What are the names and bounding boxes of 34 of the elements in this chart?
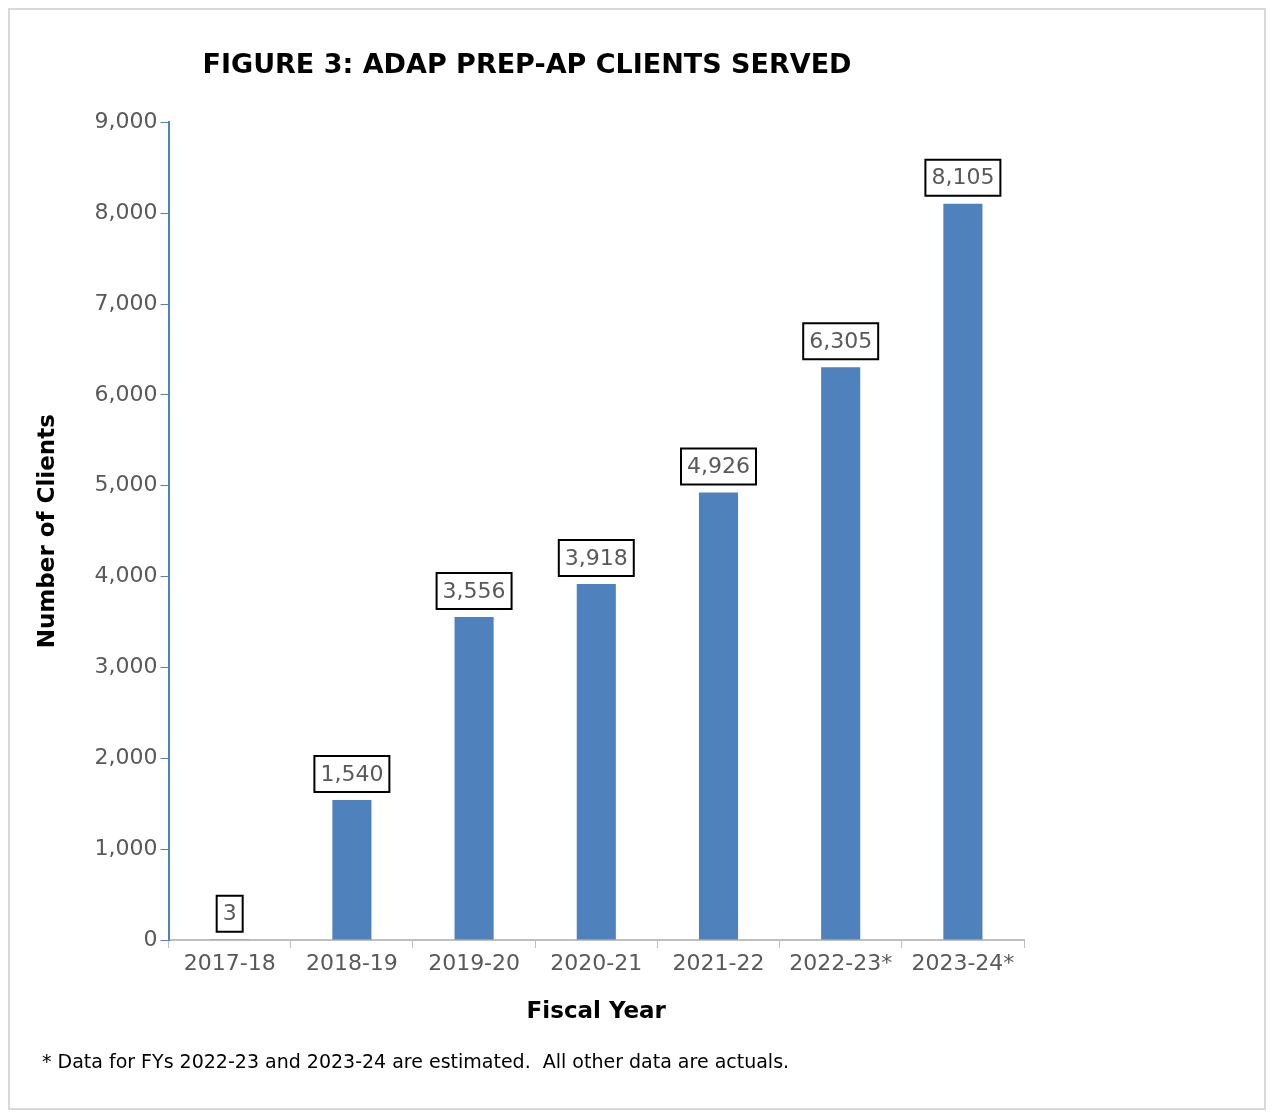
x-tick-label: 2018-19 [305,949,398,975]
bar [698,492,739,940]
chart-title: FIGURE 3: ADAP PREP-AP CLIENTS SERVED [202,48,852,80]
y-tick-label: 2,000 [94,744,158,770]
x-tick-label: 2023-24* [911,949,1015,975]
data-label: 4,926 [687,453,750,479]
data-label: 3,556 [442,577,506,603]
x-axis-title: Fiscal Year [526,997,667,1024]
y-axis-title: Number of Clients [32,414,59,649]
x-tick-label: 2022-23* [789,949,893,975]
bar [576,584,616,940]
data-label: 6,305 [809,327,873,353]
y-tick-label: 1,000 [94,834,158,860]
y-tick-label: 0 [143,925,158,951]
y-tick-label: 7,000 [94,289,158,315]
data-label: 8,105 [931,164,995,190]
bar [943,203,983,940]
data-label: 3 [222,900,237,926]
data-label: 3,918 [564,544,628,570]
y-tick-label: 8,000 [94,198,158,224]
y-tick-label: 6,000 [94,380,158,406]
text: * Data for FYs 2022-23 and 2023-24 are estimated. All other data are actuals. [42,1050,791,1072]
bar [454,616,494,940]
y-tick-label: 3,000 [94,653,158,679]
x-tick-label: 2021-22 [672,949,765,975]
bar [332,800,372,940]
bar [821,367,861,940]
x-tick-label: 2020-21 [550,949,643,975]
x-tick-label: 2017-18 [183,949,276,975]
y-tick-label: 9,000 [94,108,158,134]
y-tick-label: 4,000 [94,562,158,588]
y-tick-label: 5,000 [94,471,158,497]
data-label: 1,540 [320,760,384,786]
x-tick-label: 2019-20 [428,949,521,975]
